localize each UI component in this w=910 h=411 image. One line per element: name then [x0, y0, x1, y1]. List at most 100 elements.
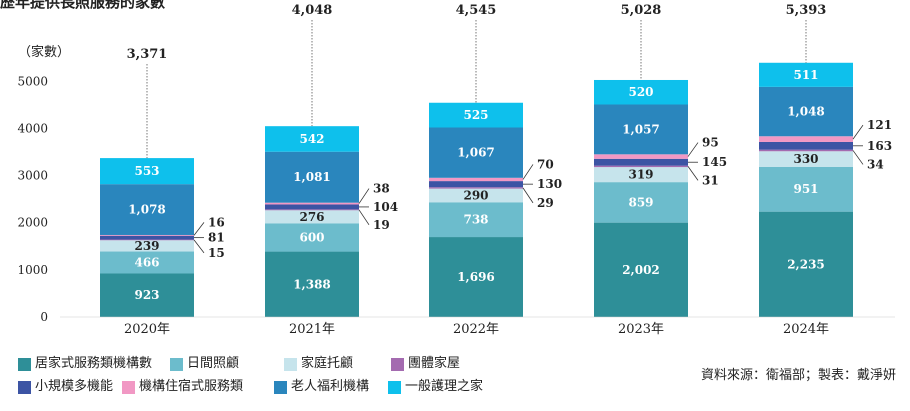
- data-label: 859: [628, 195, 653, 209]
- y-tick-label: 1000: [17, 263, 48, 277]
- data-label: 520: [628, 85, 653, 99]
- legend-item: 老人福利機構: [274, 379, 388, 395]
- data-label: 130: [537, 177, 562, 191]
- y-tick-label: 2000: [17, 216, 48, 230]
- legend-item: 一般護理之家: [388, 379, 508, 395]
- legend-label: 團體家屋: [408, 356, 461, 371]
- legend-swatch: [391, 357, 404, 371]
- legend-item: 日間照顧: [170, 356, 284, 372]
- x-category-label: 2023年: [618, 322, 664, 337]
- data-label: 163: [867, 139, 892, 153]
- data-label: 38: [373, 182, 390, 196]
- bar-segment: [594, 165, 688, 168]
- x-category-label: 2024年: [783, 322, 829, 337]
- legend-label: 居家式服務類機構數: [35, 356, 153, 371]
- data-label: 31: [702, 173, 719, 187]
- chart-title-fragment: 歷年提供長照服務的家數: [0, 0, 166, 11]
- bar-segment: [265, 209, 359, 211]
- legend-label: 老人福利機構: [291, 379, 370, 394]
- total-label: 4,048: [292, 3, 333, 18]
- data-label: 16: [208, 215, 225, 229]
- callout-line: [522, 187, 534, 204]
- data-label: 330: [793, 152, 818, 166]
- source-credit: 資料來源：衛福部；製表：戴淨妍: [700, 368, 896, 383]
- legend-item: 居家式服務類機構數: [18, 356, 170, 372]
- callout-line: [687, 166, 699, 181]
- bar-segment: [429, 237, 523, 317]
- data-label: 290: [463, 188, 488, 202]
- data-label: 951: [793, 182, 818, 196]
- data-label: 121: [867, 118, 892, 132]
- bar-segment: [759, 86, 853, 137]
- bar-segment: [265, 251, 359, 317]
- data-label: 1,388: [293, 277, 331, 291]
- data-label: 542: [299, 132, 324, 146]
- y-tick-label: 3000: [17, 169, 48, 183]
- data-label: 276: [299, 210, 324, 224]
- data-label: 525: [463, 108, 488, 122]
- chart-legend: 居家式服務類機構數 日間照顧 家庭托顧 團體家屋小規模多機能 機構住宿式服務類 老人福利機…: [18, 356, 578, 395]
- bar-segment: [429, 181, 523, 188]
- data-label: 600: [299, 230, 324, 244]
- data-label: 319: [628, 168, 653, 182]
- data-label: 2,235: [787, 257, 825, 271]
- data-label: 145: [702, 155, 727, 169]
- legend-item: 機構住宿式服務類: [122, 379, 274, 395]
- legend-swatch: [388, 380, 401, 394]
- data-label: 19: [373, 218, 390, 232]
- bar-segment: [594, 222, 688, 317]
- bar-segment: [429, 127, 523, 178]
- data-label: 81: [208, 231, 225, 245]
- data-label: 29: [537, 196, 554, 210]
- bar-segment: [594, 79, 688, 105]
- data-label: 15: [208, 246, 225, 260]
- bar-segment: [594, 158, 688, 166]
- bar-segment: [265, 204, 359, 210]
- bar-segment: [429, 202, 523, 238]
- callout-line: [687, 142, 699, 157]
- callout-line: [522, 164, 534, 180]
- total-label: 3,371: [127, 47, 168, 62]
- legend-swatch: [274, 380, 287, 394]
- legend-label: 機構住宿式服務類: [139, 379, 244, 394]
- bar-segment: [759, 62, 853, 87]
- data-label: 70: [537, 157, 554, 171]
- bar-segment: [594, 167, 688, 183]
- data-label: 1,057: [622, 122, 660, 136]
- total-label: 4,545: [456, 3, 497, 18]
- bar-segment: [429, 177, 523, 182]
- y-axis-unit-label: （家數）: [18, 44, 70, 60]
- legend-swatch: [284, 357, 297, 371]
- data-label: 2,002: [622, 263, 660, 277]
- data-label: 553: [134, 164, 159, 178]
- bar-segment: [265, 202, 359, 205]
- bar-segment: [759, 151, 853, 167]
- bar-segment: [759, 149, 853, 152]
- y-tick-label: 5000: [17, 74, 48, 88]
- bar-segment: [429, 187, 523, 189]
- data-label: 1,078: [128, 203, 166, 217]
- data-label: 1,048: [787, 105, 825, 119]
- bar-segment: [759, 211, 853, 317]
- bar-segment: [100, 235, 194, 240]
- total-label: 5,028: [621, 3, 662, 18]
- legend-label: 一般護理之家: [405, 379, 484, 394]
- legend-item: 小規模多機能: [18, 379, 122, 395]
- bar-segment: [265, 223, 359, 252]
- data-label: 1,696: [457, 270, 495, 284]
- callout-line: [358, 188, 370, 204]
- data-label: 923: [134, 288, 159, 302]
- legend-item: 家庭托顧: [284, 356, 391, 372]
- bar-segment: [759, 166, 853, 212]
- x-category-label: 2022年: [453, 322, 499, 337]
- legend-swatch: [122, 380, 135, 394]
- data-label: 95: [702, 136, 719, 150]
- bar-segment: [265, 151, 359, 203]
- bar-segment: [100, 184, 194, 235]
- bar-segment: [100, 251, 194, 274]
- callout-line: [358, 209, 370, 226]
- bar-segment: [100, 234, 194, 236]
- bar-segment: [594, 154, 688, 159]
- legend-label: 家庭托顧: [301, 356, 354, 371]
- bar-segment: [594, 104, 688, 155]
